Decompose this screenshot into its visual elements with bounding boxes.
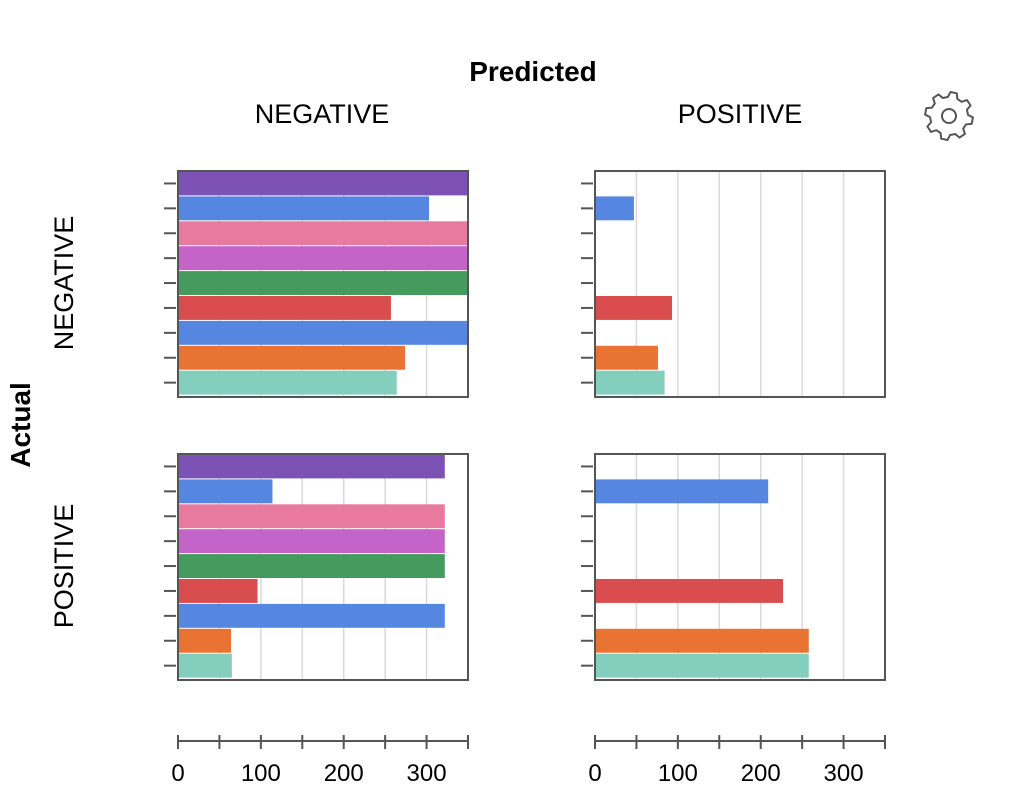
panel-frame [594,453,886,681]
settings-button[interactable] [919,86,979,146]
bar [595,628,809,653]
x-axis-negative: 0 100 200 300 [171,735,469,785]
bar [178,345,406,370]
bar [178,221,468,246]
x-axes-layer: 0 100 200 300 0 100 200 300 [171,735,886,785]
bar [178,579,258,603]
bar [178,271,468,295]
bar [595,196,634,221]
x-tick-label: 100 [241,760,281,785]
bar [595,579,784,603]
row-label-positive: POSITIVE [49,504,79,629]
panels-layer [164,170,886,681]
column-label-positive: POSITIVE [678,99,803,129]
x-tick-label: 300 [407,760,447,785]
panel-positive-positive [581,453,886,681]
bar [178,296,391,320]
panel-frame [594,170,886,398]
x-tick-label: 200 [741,760,781,785]
bar [178,479,273,504]
bar [178,196,430,221]
panel-frame [177,453,469,681]
bar [178,320,468,345]
bar [178,454,445,479]
gear-icon [924,91,974,141]
actual-axis-title: Actual [5,382,36,468]
x-tick-label: 300 [824,760,864,785]
bar [595,296,673,320]
bar [178,171,468,196]
bar [178,628,232,653]
x-tick-label: 100 [658,760,698,785]
bar [178,653,232,678]
bar [178,603,445,628]
bar [595,345,658,370]
bar [595,370,665,395]
bar [595,653,809,678]
panel-positive-negative [164,453,469,681]
x-tick-label: 0 [588,760,601,785]
panel-negative-positive [581,170,886,398]
bar [595,479,769,504]
bar [178,554,445,578]
bar [178,529,445,554]
panel-frame [177,170,469,398]
row-label-negative: NEGATIVE [49,216,79,351]
bar [178,504,445,529]
column-label-negative: NEGATIVE [255,99,390,129]
panel-negative-negative [164,170,469,398]
bar [178,370,397,395]
bar [178,246,468,271]
predicted-axis-title: Predicted [469,56,597,87]
x-tick-label: 0 [171,760,184,785]
x-tick-label: 200 [324,760,364,785]
x-axis-positive: 0 100 200 300 [588,735,886,785]
